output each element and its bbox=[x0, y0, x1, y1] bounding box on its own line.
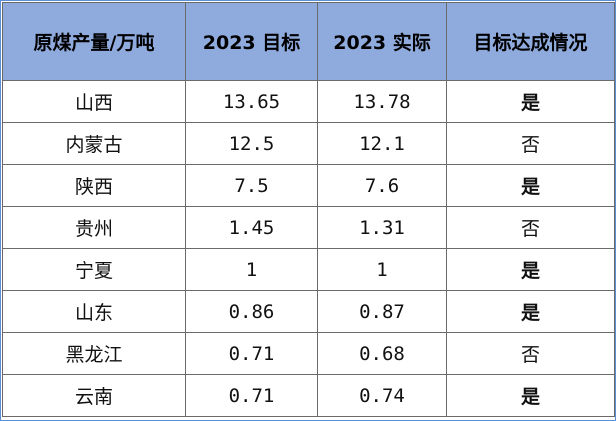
province-cell: 陕西 bbox=[2, 164, 186, 207]
status-cell: 是 bbox=[446, 290, 615, 333]
actual-cell: 0.74 bbox=[317, 374, 447, 417]
actual-cell: 7.6 bbox=[317, 164, 447, 207]
header-2023-actual: 2023 实际 bbox=[317, 2, 447, 81]
province-cell: 山东 bbox=[2, 290, 186, 333]
target-cell: 0.71 bbox=[185, 374, 318, 417]
province-cell: 贵州 bbox=[2, 206, 186, 249]
table-row: 山东 0.86 0.87 是 bbox=[2, 290, 615, 333]
province-cell: 云南 bbox=[2, 374, 186, 417]
table-header-row: 原煤产量/万吨 2023 目标 2023 实际 目标达成情况 bbox=[2, 2, 615, 81]
table-row: 黑龙江 0.71 0.68 否 bbox=[2, 332, 615, 375]
actual-cell: 1 bbox=[317, 248, 447, 291]
header-2023-target: 2023 目标 bbox=[185, 2, 318, 81]
target-cell: 1.45 bbox=[185, 206, 318, 249]
status-cell: 是 bbox=[446, 374, 615, 417]
province-cell: 黑龙江 bbox=[2, 332, 186, 375]
actual-cell: 12.1 bbox=[317, 122, 447, 165]
actual-cell: 0.87 bbox=[317, 290, 447, 333]
table-row: 内蒙古 12.5 12.1 否 bbox=[2, 122, 615, 165]
status-cell: 是 bbox=[446, 164, 615, 207]
target-cell: 7.5 bbox=[185, 164, 318, 207]
province-cell: 山西 bbox=[2, 80, 186, 123]
actual-cell: 0.68 bbox=[317, 332, 447, 375]
target-cell: 1 bbox=[185, 248, 318, 291]
table-row: 山西 13.65 13.78 是 bbox=[2, 80, 615, 123]
header-target-achievement: 目标达成情况 bbox=[446, 2, 615, 81]
status-cell: 是 bbox=[446, 248, 615, 291]
header-production-unit: 原煤产量/万吨 bbox=[2, 2, 186, 81]
table-row: 贵州 1.45 1.31 否 bbox=[2, 206, 615, 249]
status-cell: 是 bbox=[446, 80, 615, 123]
table-row: 宁夏 1 1 是 bbox=[2, 248, 615, 291]
province-cell: 宁夏 bbox=[2, 248, 186, 291]
table-row: 陕西 7.5 7.6 是 bbox=[2, 164, 615, 207]
status-cell: 否 bbox=[446, 122, 615, 165]
status-cell: 否 bbox=[446, 206, 615, 249]
target-cell: 0.71 bbox=[185, 332, 318, 375]
table-row: 云南 0.71 0.74 是 bbox=[2, 374, 615, 417]
target-cell: 13.65 bbox=[185, 80, 318, 123]
actual-cell: 1.31 bbox=[317, 206, 447, 249]
target-cell: 12.5 bbox=[185, 122, 318, 165]
status-cell: 否 bbox=[446, 332, 615, 375]
target-cell: 0.86 bbox=[185, 290, 318, 333]
actual-cell: 13.78 bbox=[317, 80, 447, 123]
province-cell: 内蒙古 bbox=[2, 122, 186, 165]
